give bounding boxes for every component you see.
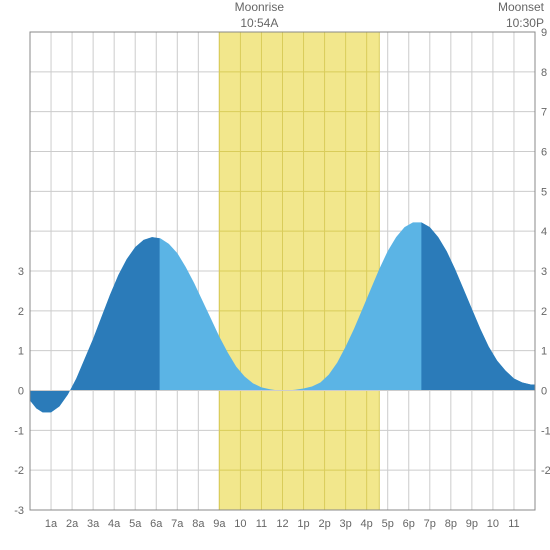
x-tick-label: 4a	[108, 518, 121, 530]
y-right-tick-label: -2	[541, 465, 550, 477]
x-tick-label: 11	[508, 518, 519, 530]
x-tick-label: 9a	[213, 518, 226, 530]
y-right-tick-label: 2	[541, 306, 547, 318]
x-tick-label: 11	[256, 518, 267, 530]
y-right-tick-label: 4	[541, 226, 547, 238]
x-tick-label: 10	[487, 518, 499, 530]
x-tick-label: 3a	[87, 518, 100, 530]
x-tick-label: 6a	[150, 518, 163, 530]
x-tick-label: 6p	[403, 518, 415, 530]
y-left-tick-label: 3	[18, 266, 24, 278]
y-left-tick-label: -2	[14, 465, 24, 477]
moonset-title: Moonset	[498, 0, 544, 16]
x-tick-label: 10	[234, 518, 246, 530]
y-right-tick-label: 1	[541, 346, 547, 358]
x-tick-label: 9p	[466, 518, 478, 530]
x-tick-label: 3p	[340, 518, 352, 530]
x-tick-label: 5p	[382, 518, 394, 530]
x-tick-label: 1p	[297, 518, 309, 530]
x-tick-label: 2p	[318, 518, 330, 530]
x-tick-label: 8p	[445, 518, 457, 530]
x-tick-label: 8a	[192, 518, 205, 530]
x-tick-label: 12	[276, 518, 288, 530]
moonrise-title: Moonrise	[224, 0, 294, 16]
moonrise-label: Moonrise 10:54A	[224, 0, 294, 31]
y-axis-left-labels: -3 -2 -1 0 1 2 3	[14, 266, 24, 517]
y-right-tick-label: 3	[541, 266, 547, 278]
y-right-tick-label: 8	[541, 67, 547, 79]
y-right-tick-label: 5	[541, 186, 547, 198]
y-axis-right-labels: -2-10123456789	[541, 27, 550, 477]
x-tick-label: 2a	[66, 518, 79, 530]
y-right-tick-label: 7	[541, 107, 547, 119]
y-left-tick-label: 0	[18, 386, 24, 398]
y-left-tick-label: 1	[18, 346, 24, 358]
moonrise-time: 10:54A	[224, 16, 294, 32]
y-right-tick-label: -1	[541, 425, 550, 437]
moonset-label: Moonset 10:30P	[498, 0, 544, 31]
x-tick-label: 1a	[45, 518, 58, 530]
chart-svg: 1a2a3a4a5a6a7a8a9a1011121p2p3p4p5p6p7p8p…	[0, 0, 550, 550]
x-tick-label: 4p	[361, 518, 373, 530]
tide-area-dark-1	[421, 222, 535, 390]
y-right-tick-label: 6	[541, 147, 547, 159]
y-right-tick-label: 0	[541, 386, 547, 398]
y-left-tick-label: -3	[14, 505, 24, 517]
x-tick-label: 7a	[171, 518, 184, 530]
x-tick-label: 7p	[424, 518, 436, 530]
y-left-tick-label: 2	[18, 306, 24, 318]
x-axis-labels: 1a 2a 3a 4a 5a 6a 7a 8a 9a 10 11 12 1p 2p 3p 4p 5p 6p 7p 8p…	[45, 518, 520, 530]
tide-chart: Moonrise 10:54A Moonset 10:30P 1a 2a 3a 4a 5…	[0, 0, 550, 550]
y-left-tick-label: -1	[14, 425, 24, 437]
moonset-time: 10:30P	[498, 16, 544, 32]
tide-area-dark-0	[30, 237, 160, 412]
x-tick-label: 5a	[129, 518, 142, 530]
